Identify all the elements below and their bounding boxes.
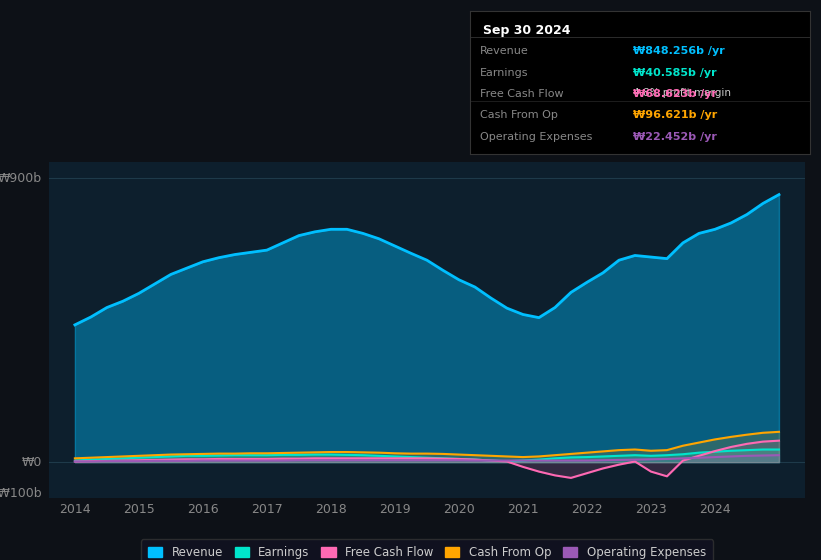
Text: 4.8% profit margin: 4.8% profit margin [633, 87, 732, 97]
Text: ₩22.452b /yr: ₩22.452b /yr [633, 132, 717, 142]
Text: ₩68.623b /yr: ₩68.623b /yr [633, 89, 718, 99]
Text: Operating Expenses: Operating Expenses [479, 132, 592, 142]
Text: ₩96.621b /yr: ₩96.621b /yr [633, 110, 718, 120]
Legend: Revenue, Earnings, Free Cash Flow, Cash From Op, Operating Expenses: Revenue, Earnings, Free Cash Flow, Cash … [140, 539, 713, 560]
Text: Cash From Op: Cash From Op [479, 110, 557, 120]
Text: ₩0: ₩0 [21, 456, 42, 469]
Text: -₩100b: -₩100b [0, 487, 42, 500]
Text: Earnings: Earnings [479, 68, 529, 78]
Text: ₩40.585b /yr: ₩40.585b /yr [633, 68, 717, 78]
Text: ₩848.256b /yr: ₩848.256b /yr [633, 46, 725, 56]
Text: Free Cash Flow: Free Cash Flow [479, 89, 563, 99]
Text: Revenue: Revenue [479, 46, 529, 56]
Text: ₩900b: ₩900b [0, 172, 42, 185]
Text: Sep 30 2024: Sep 30 2024 [484, 24, 571, 37]
